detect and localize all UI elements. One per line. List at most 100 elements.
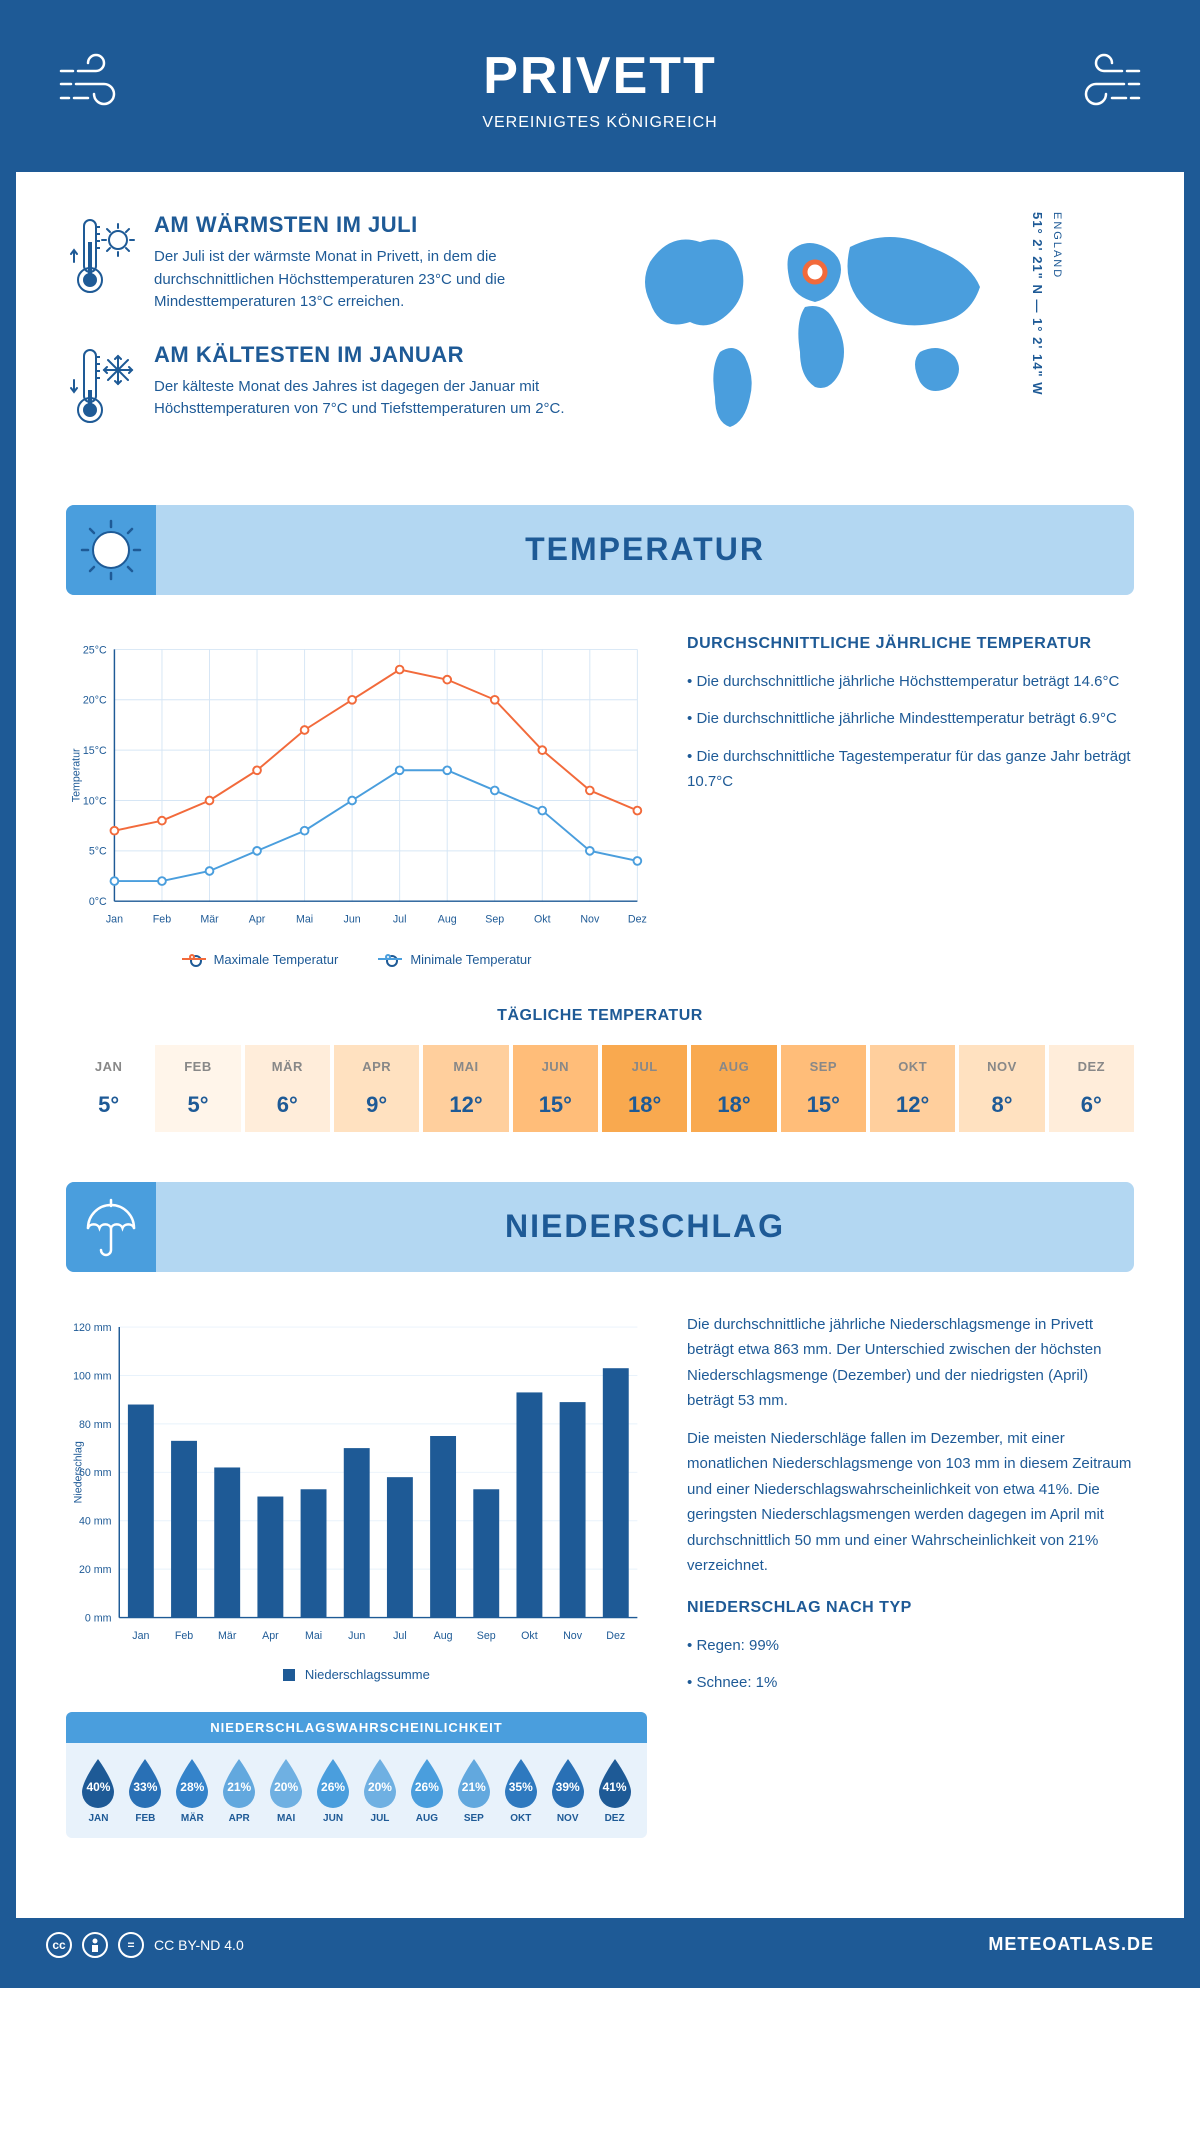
svg-text:Temperatur: Temperatur [71, 747, 83, 801]
temp-chart-row: 0°C5°C10°C15°C20°C25°CJanFebMärAprMaiJun… [66, 635, 1134, 967]
svg-text:100 mm: 100 mm [73, 1370, 112, 1382]
precip-prob: NIEDERSCHLAGSWAHRSCHEINLICHKEIT 40% JAN … [66, 1712, 647, 1838]
svg-text:0°C: 0°C [89, 896, 107, 908]
wind-icon [1054, 46, 1144, 121]
svg-text:Jul: Jul [393, 913, 407, 925]
temp-bullet: • Die durchschnittliche jährliche Höchst… [687, 669, 1134, 695]
svg-text:Apr: Apr [262, 1629, 279, 1641]
svg-text:Okt: Okt [534, 913, 551, 925]
svg-text:40 mm: 40 mm [79, 1515, 112, 1527]
wind-icon [56, 46, 146, 121]
drop-cell: 26% AUG [404, 1757, 449, 1824]
svg-text:20°C: 20°C [83, 694, 107, 706]
precip-legend: Niederschlagssumme [66, 1667, 647, 1682]
page-title: PRIVETT [36, 46, 1164, 106]
temp-cell: JAN5° [66, 1045, 151, 1132]
svg-text:Jul: Jul [393, 1629, 407, 1641]
temp-cell: MÄR6° [245, 1045, 330, 1132]
thermometer-sun-icon [66, 212, 136, 314]
umbrella-icon [66, 1182, 156, 1272]
svg-text:120 mm: 120 mm [73, 1321, 112, 1333]
temp-legend: Maximale Temperatur Minimale Temperatur [66, 952, 647, 967]
content: AM WÄRMSTEN IM JULI Der Juli ist der wär… [16, 172, 1184, 1918]
daily-temp-title: TÄGLICHE TEMPERATUR [66, 1007, 1134, 1025]
temp-cell: SEP15° [781, 1045, 866, 1132]
svg-text:Mai: Mai [305, 1629, 322, 1641]
drop-cell: 28% MÄR [170, 1757, 215, 1824]
by-icon [82, 1932, 108, 1958]
fact-cold-text: Der kälteste Monat des Jahres ist dagege… [154, 376, 580, 421]
section-title-precip: NIEDERSCHLAG [156, 1208, 1134, 1245]
footer-license: cc = CC BY-ND 4.0 [46, 1932, 244, 1958]
map-area: 51° 2' 21" N — 1° 2' 14" W ENGLAND [620, 212, 1134, 465]
drop-cell: 21% SEP [451, 1757, 496, 1824]
drop-cell: 39% NOV [545, 1757, 590, 1824]
svg-text:80 mm: 80 mm [79, 1418, 112, 1430]
drop-cell: 41% DEZ [592, 1757, 637, 1824]
license-text: CC BY-ND 4.0 [154, 1937, 244, 1953]
precip-chart-row: 0 mm20 mm40 mm60 mm80 mm100 mm120 mmJanF… [66, 1312, 1134, 1838]
temp-cell: MAI12° [423, 1045, 508, 1132]
svg-text:Dez: Dez [606, 1629, 625, 1641]
fact-warm: AM WÄRMSTEN IM JULI Der Juli ist der wär… [66, 212, 580, 314]
top-section: AM WÄRMSTEN IM JULI Der Juli ist der wär… [66, 212, 1134, 465]
fact-cold-title: AM KÄLTESTEN IM JANUAR [154, 342, 580, 368]
svg-text:Sep: Sep [485, 913, 504, 925]
fact-warm-text: Der Juli ist der wärmste Monat in Privet… [154, 246, 580, 314]
legend-min-label: Minimale Temperatur [410, 952, 531, 967]
drop-cell: 26% JUN [311, 1757, 356, 1824]
header: PRIVETT VEREINIGTES KÖNIGREICH [16, 16, 1184, 172]
temp-cell: FEB5° [155, 1045, 240, 1132]
world-map [620, 212, 1020, 432]
svg-text:Niederschlag: Niederschlag [72, 1441, 84, 1503]
section-banner-precip: NIEDERSCHLAG [66, 1182, 1134, 1272]
footer: cc = CC BY-ND 4.0 METEOATLAS.DE [16, 1918, 1184, 1972]
section-title-temp: TEMPERATUR [156, 531, 1134, 568]
temp-cell: OKT12° [870, 1045, 955, 1132]
page-subtitle: VEREINIGTES KÖNIGREICH [36, 114, 1164, 132]
temp-bullet: • Die durchschnittliche Tagestemperatur … [687, 744, 1134, 795]
svg-text:Mär: Mär [200, 913, 219, 925]
svg-text:Apr: Apr [249, 913, 266, 925]
svg-text:5°C: 5°C [89, 845, 107, 857]
precip-type-title: NIEDERSCHLAG NACH TYP [687, 1599, 1134, 1617]
svg-text:Jun: Jun [344, 913, 361, 925]
precip-prob-title: NIEDERSCHLAGSWAHRSCHEINLICHKEIT [66, 1712, 647, 1743]
svg-text:Mär: Mär [218, 1629, 237, 1641]
temp-cell: DEZ6° [1049, 1045, 1134, 1132]
svg-text:Jan: Jan [132, 1629, 149, 1641]
temp-text-title: DURCHSCHNITTLICHE JÄHRLICHE TEMPERATUR [687, 635, 1134, 653]
svg-text:Nov: Nov [563, 1629, 583, 1641]
drop-cell: 21% APR [217, 1757, 262, 1824]
footer-brand: METEOATLAS.DE [988, 1934, 1154, 1955]
svg-text:15°C: 15°C [83, 745, 107, 757]
section-banner-temp: TEMPERATUR [66, 505, 1134, 595]
precip-p1: Die durchschnittliche jährliche Niedersc… [687, 1312, 1134, 1414]
nd-icon: = [118, 1932, 144, 1958]
drop-cell: 20% MAI [264, 1757, 309, 1824]
precip-type-bullet: • Schnee: 1% [687, 1670, 1134, 1696]
svg-text:Mai: Mai [296, 913, 313, 925]
fact-cold: AM KÄLTESTEN IM JANUAR Der kälteste Mona… [66, 342, 580, 437]
temp-cell: JUL18° [602, 1045, 687, 1132]
svg-text:Aug: Aug [434, 1629, 453, 1641]
svg-text:10°C: 10°C [83, 795, 107, 807]
drops-row: 40% JAN 33% FEB 28% MÄR 21% [66, 1743, 647, 1838]
svg-text:Feb: Feb [175, 1629, 193, 1641]
temp-cell: JUN15° [513, 1045, 598, 1132]
temp-cell: NOV8° [959, 1045, 1044, 1132]
svg-text:20 mm: 20 mm [79, 1564, 112, 1576]
temp-bullet: • Die durchschnittliche jährliche Mindes… [687, 706, 1134, 732]
drop-cell: 35% OKT [498, 1757, 543, 1824]
temp-chart-area: 0°C5°C10°C15°C20°C25°CJanFebMärAprMaiJun… [66, 635, 647, 967]
cc-icon: cc [46, 1932, 72, 1958]
daily-temp-grid: JAN5°FEB5°MÄR6°APR9°MAI12°JUN15°JUL18°AU… [66, 1045, 1134, 1132]
svg-text:Jun: Jun [348, 1629, 365, 1641]
svg-text:Okt: Okt [521, 1629, 538, 1641]
svg-text:Feb: Feb [153, 913, 171, 925]
facts: AM WÄRMSTEN IM JULI Der Juli ist der wär… [66, 212, 580, 465]
precip-legend-label: Niederschlagssumme [305, 1667, 430, 1682]
svg-text:Nov: Nov [580, 913, 600, 925]
drop-cell: 40% JAN [76, 1757, 121, 1824]
precip-chart-area: 0 mm20 mm40 mm60 mm80 mm100 mm120 mmJanF… [66, 1312, 647, 1838]
